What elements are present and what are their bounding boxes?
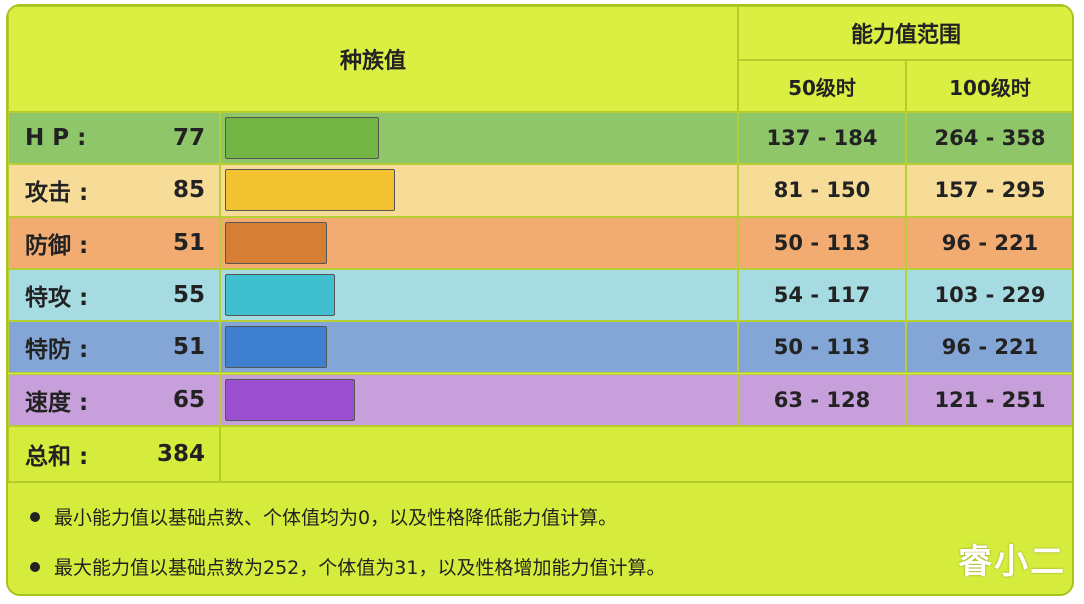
stat-value: 51 — [172, 334, 205, 361]
stat-label-cell: 特防 : 51 — [8, 321, 220, 374]
stat-bar-cell — [220, 164, 738, 217]
stat-bar — [225, 378, 355, 421]
note-min: 最小能力值以基础点数、个体值均为0，以及性格降低能力值计算。 — [30, 503, 617, 530]
stat-bar-cell — [220, 112, 738, 165]
stat-label-cell: 特攻 : 55 — [8, 268, 220, 322]
total-label: 总和 : — [25, 444, 89, 470]
stat-value: 65 — [172, 386, 205, 413]
lv100-range: 121 - 251 — [906, 373, 1072, 426]
stat-value: 55 — [172, 282, 205, 309]
lv50-range: 81 - 150 — [738, 164, 906, 217]
lv50-range: 137 - 184 — [738, 112, 906, 165]
lv50-range: 50 - 113 — [738, 321, 906, 374]
watermark: 睿小二 — [958, 542, 1066, 582]
stat-value: 51 — [172, 229, 205, 256]
bullet-icon — [30, 511, 40, 522]
stat-name: 攻击 : — [25, 180, 89, 207]
note-max: 最大能力值以基础点数为252，个体值为31，以及性格增加能力值计算。 — [30, 553, 665, 580]
stat-label-cell: H P : 77 — [8, 112, 220, 165]
lv100-range: 96 - 221 — [906, 216, 1072, 269]
stat-name: 特攻 : — [25, 285, 89, 312]
note-min-text: 最小能力值以基础点数、个体值均为0，以及性格降低能力值计算。 — [54, 507, 618, 529]
stat-bar-cell — [220, 321, 738, 374]
stat-name: 特防 : — [25, 337, 89, 364]
stat-name: H P : — [25, 125, 87, 152]
lv50-range: 54 - 117 — [738, 268, 906, 322]
lv100-range: 103 - 229 — [906, 268, 1072, 322]
stat-bar — [225, 326, 327, 369]
stat-bar — [225, 274, 335, 317]
notes-section: 最小能力值以基础点数、个体值均为0，以及性格降低能力值计算。 最大能力值以基础点… — [8, 482, 1072, 594]
total-value: 384 — [156, 441, 205, 467]
stat-value: 85 — [172, 177, 205, 204]
stat-name: 速度 : — [25, 389, 89, 416]
lv50-header: 50级时 — [738, 60, 906, 112]
lv50-range: 63 - 128 — [738, 373, 906, 426]
stats-table: 种族值 能力值范围 50级时 100级时 总和 : 384 最小能力值以基础点数… — [6, 4, 1074, 596]
stat-value: 77 — [172, 125, 205, 152]
stat-bar-cell — [220, 373, 738, 426]
stat-bar — [225, 169, 395, 212]
lv100-range: 96 - 221 — [906, 321, 1072, 374]
stat-bar-cell — [220, 216, 738, 269]
total-row: 总和 : 384 — [8, 426, 220, 482]
total-empty-cell — [220, 426, 1072, 482]
bullet-icon — [30, 561, 40, 572]
lv100-range: 264 - 358 — [906, 112, 1072, 165]
stat-bar-cell — [220, 268, 738, 322]
stat-range-header: 能力值范围 — [738, 6, 1072, 60]
lv50-range: 50 - 113 — [738, 216, 906, 269]
stat-name: 防御 : — [25, 232, 89, 259]
stat-label-cell: 速度 : 65 — [8, 373, 220, 426]
lv100-range: 157 - 295 — [906, 164, 1072, 217]
lv100-header: 100级时 — [906, 60, 1072, 112]
stat-bar — [225, 221, 327, 264]
stat-bar — [225, 117, 379, 160]
stat-label-cell: 攻击 : 85 — [8, 164, 220, 217]
stat-label-cell: 防御 : 51 — [8, 216, 220, 269]
note-max-text: 最大能力值以基础点数为252，个体值为31，以及性格增加能力值计算。 — [54, 557, 666, 579]
base-stats-header: 种族值 — [8, 6, 738, 112]
